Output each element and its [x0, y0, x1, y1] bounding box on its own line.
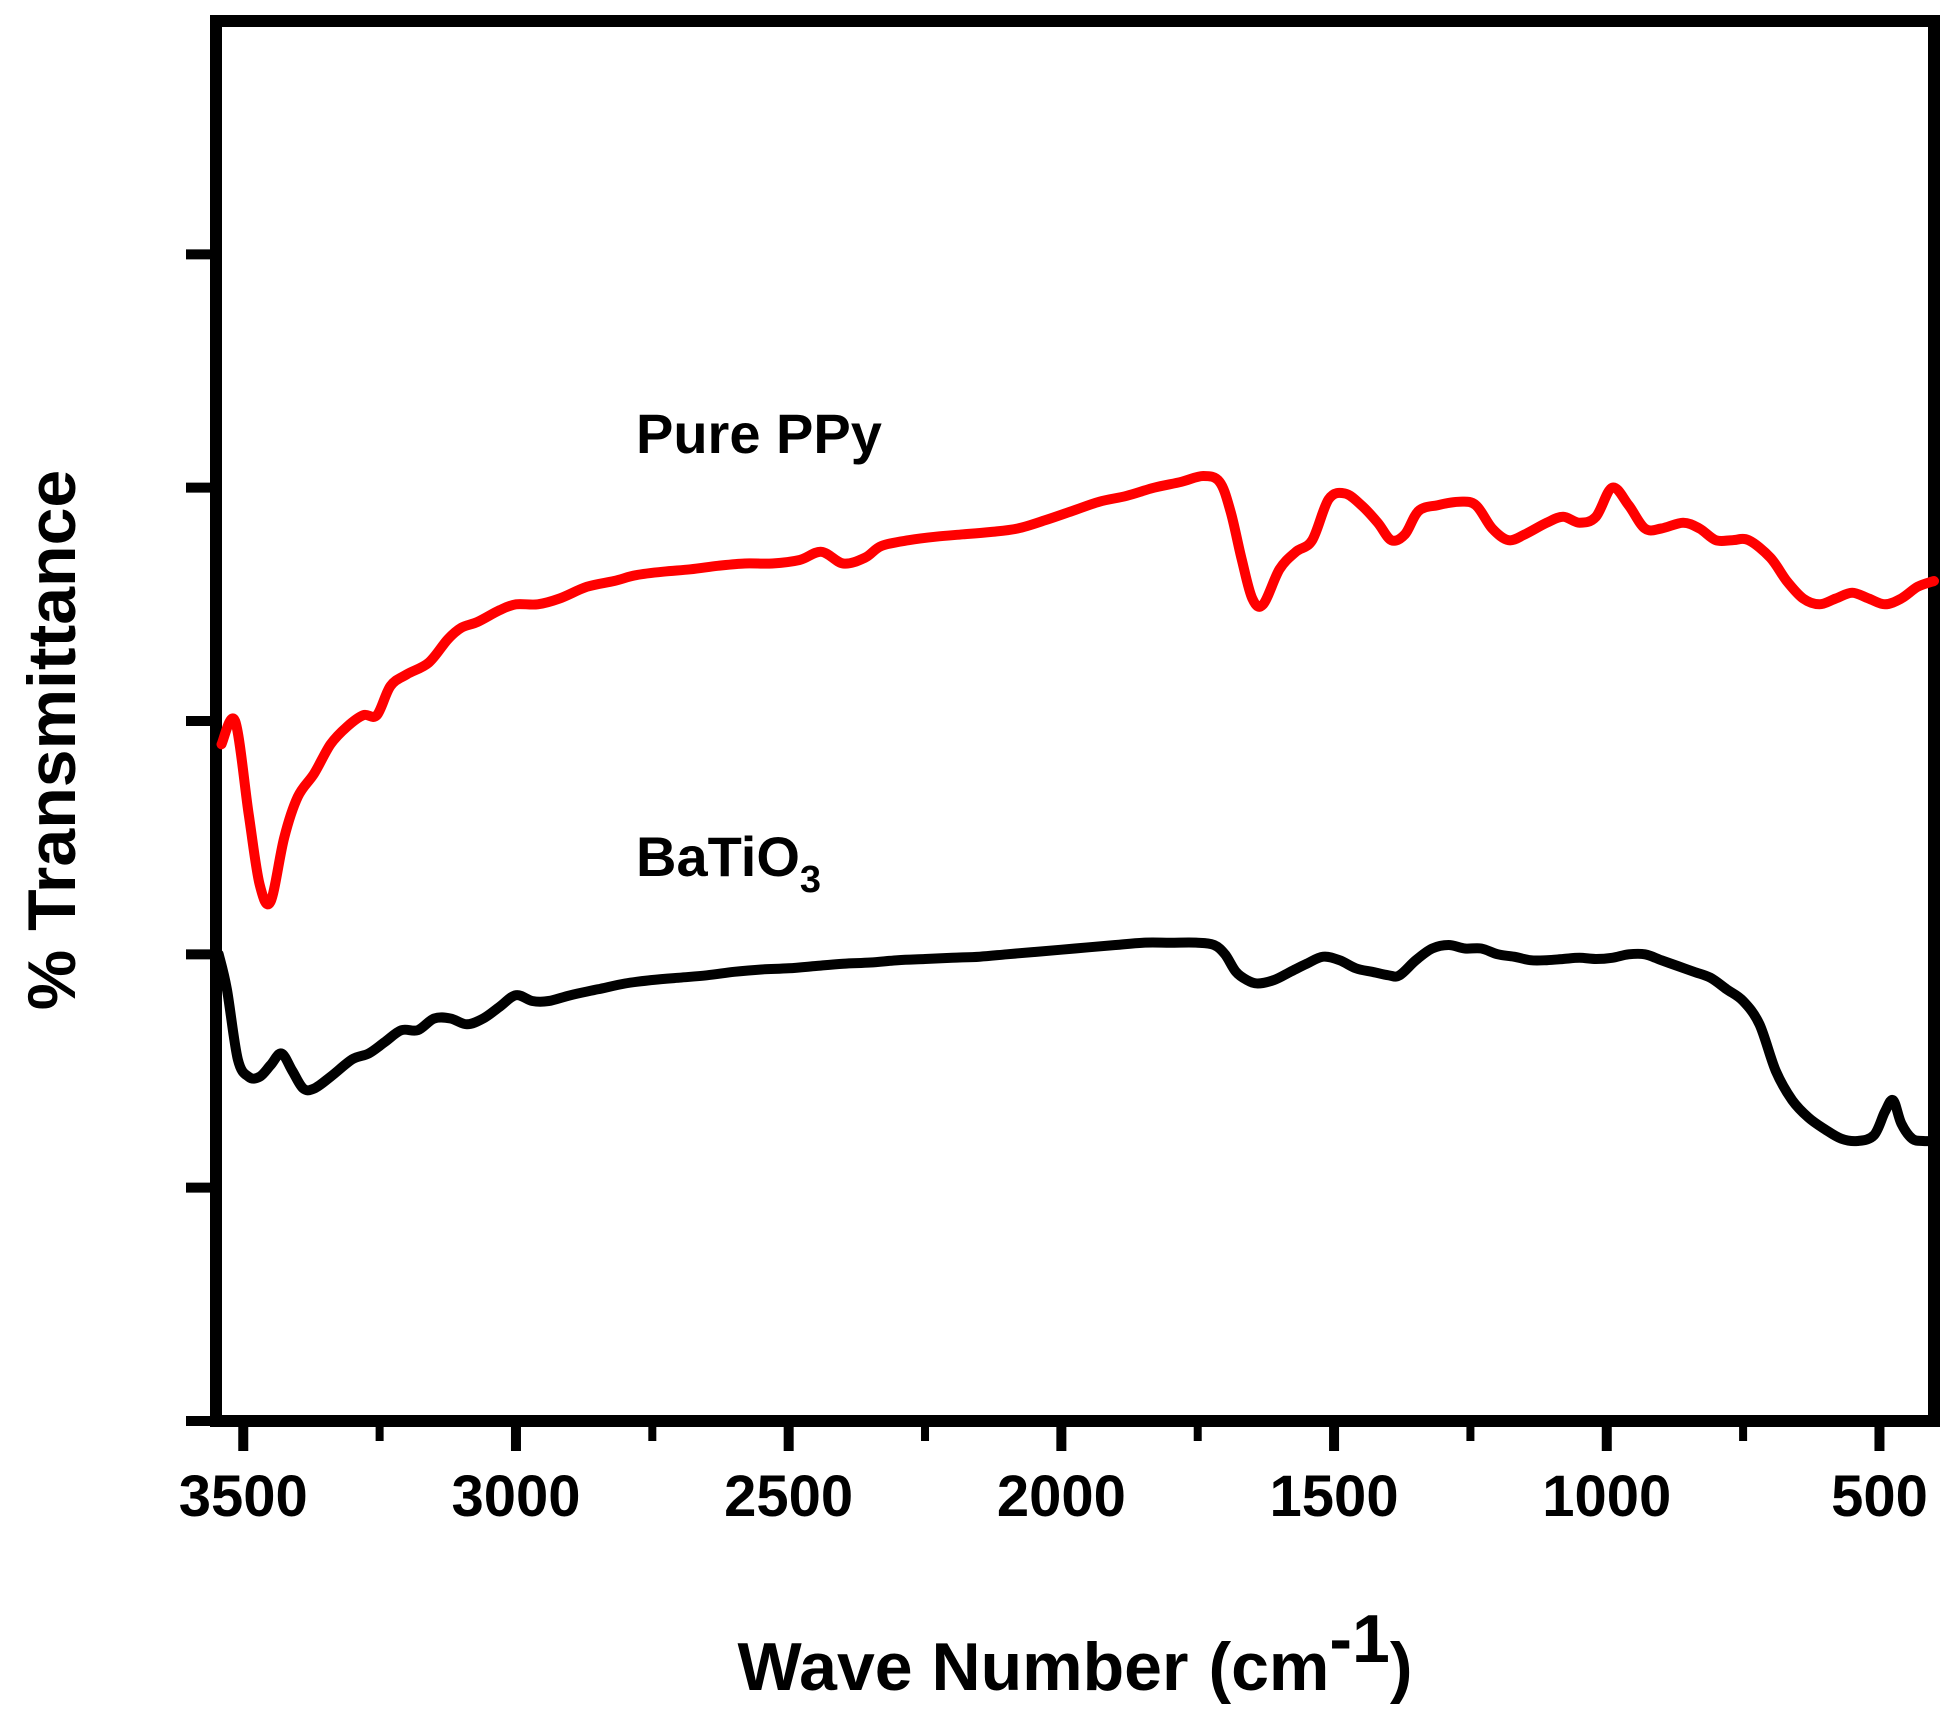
x-axis-title-unit-exponent: -1	[1329, 1601, 1389, 1677]
x-axis-ticks: 3500 3000 2500 2000 1500 1000 500	[179, 1421, 1928, 1529]
x-tick-label: 2500	[724, 1464, 853, 1529]
y-axis-ticks	[186, 249, 216, 1426]
x-axis-title: Wave Number (cm-1)	[738, 1601, 1413, 1705]
series-line-pure-ppy	[216, 471, 1939, 910]
x-tick-label: 3000	[451, 1464, 580, 1529]
series-layer	[213, 471, 1939, 1147]
x-tick-label: 2000	[997, 1464, 1126, 1529]
series-label-batio3: BaTiO3	[636, 825, 821, 901]
x-tick-label: 1000	[1542, 1464, 1671, 1529]
x-axis-title-text: Wave Number	[738, 1629, 1189, 1705]
series-label-batio3-subscript: 3	[800, 859, 821, 901]
y-axis-title: % Transmittance	[14, 470, 90, 1010]
x-axis-title-unit: (cm	[1208, 1629, 1329, 1705]
series-label-pure-ppy: Pure PPy	[636, 402, 882, 465]
x-tick-label: 3500	[179, 1464, 308, 1529]
x-tick-label: 500	[1831, 1464, 1928, 1529]
x-tick-label: 1500	[1270, 1464, 1399, 1529]
plot-frame	[210, 15, 1940, 1427]
series-label-batio3-text: BaTiO	[636, 825, 800, 888]
x-axis-title-unit-close: )	[1390, 1629, 1413, 1705]
series-line-batio3	[213, 937, 1939, 1147]
